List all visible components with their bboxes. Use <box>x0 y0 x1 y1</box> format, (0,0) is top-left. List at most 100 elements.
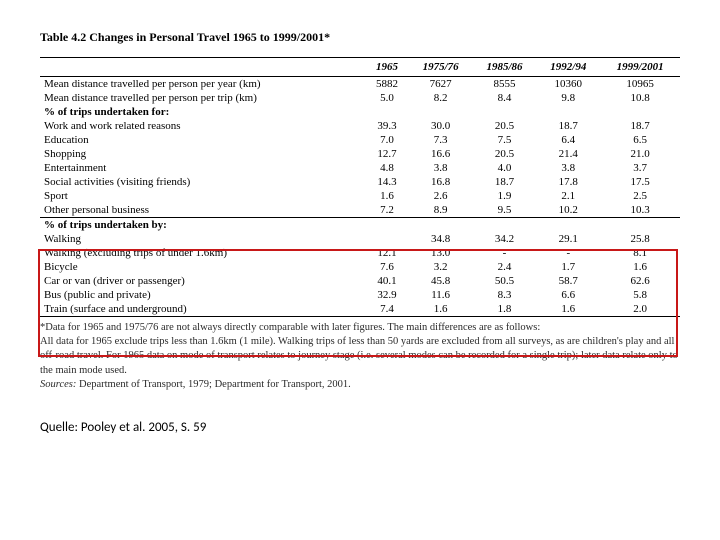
cell: 3.8 <box>409 161 473 175</box>
cell: 9.8 <box>536 91 600 105</box>
sources-text: Department of Transport, 1979; Departmen… <box>76 379 350 390</box>
cell: 29.1 <box>536 232 600 246</box>
cell: 6.5 <box>600 133 680 147</box>
row-label: Work and work related reasons <box>40 119 365 133</box>
cell: 1.6 <box>365 189 408 203</box>
cell: 7.6 <box>365 260 408 274</box>
cell: 4.0 <box>473 161 537 175</box>
cell: 11.6 <box>409 288 473 302</box>
cell: 7.3 <box>409 133 473 147</box>
table-row: Work and work related reasons39.330.020.… <box>40 119 680 133</box>
col-head: 1992/94 <box>536 58 600 77</box>
cell: 2.1 <box>536 189 600 203</box>
cell: 39.3 <box>365 119 408 133</box>
cell: 50.5 <box>473 274 537 288</box>
cell: 7627 <box>409 77 473 92</box>
section-head: % of trips undertaken for: <box>40 105 680 119</box>
row-label: Train (surface and underground) <box>40 302 365 317</box>
table-row: Shopping12.716.620.521.421.0 <box>40 147 680 161</box>
cell: 10965 <box>600 77 680 92</box>
table-row: Social activities (visiting friends)14.3… <box>40 175 680 189</box>
cell: 5.0 <box>365 91 408 105</box>
cell: 34.2 <box>473 232 537 246</box>
cell: 32.9 <box>365 288 408 302</box>
cell: 12.7 <box>365 147 408 161</box>
row-label: Walking (excluding trips of under 1.6km) <box>40 246 365 260</box>
cell: 3.7 <box>600 161 680 175</box>
cell: - <box>473 246 537 260</box>
cell: 21.0 <box>600 147 680 161</box>
row-label: Social activities (visiting friends) <box>40 175 365 189</box>
section-head: % of trips undertaken by: <box>40 218 680 233</box>
table-row: Other personal business7.28.99.510.210.3 <box>40 203 680 218</box>
data-table: 1965 1975/76 1985/86 1992/94 1999/2001 M… <box>40 57 680 317</box>
table-row: Walking (excluding trips of under 1.6km)… <box>40 246 680 260</box>
cell: 40.1 <box>365 274 408 288</box>
cell: 9.5 <box>473 203 537 218</box>
row-label: Bus (public and private) <box>40 288 365 302</box>
cell: 21.4 <box>536 147 600 161</box>
cell: 6.4 <box>536 133 600 147</box>
row-label: Shopping <box>40 147 365 161</box>
col-head: 1965 <box>365 58 408 77</box>
cell: 6.6 <box>536 288 600 302</box>
cell: 8.1 <box>600 246 680 260</box>
sources-label: Sources: <box>40 379 76 390</box>
cell: 17.8 <box>536 175 600 189</box>
row-label: Sport <box>40 189 365 203</box>
cell: 16.8 <box>409 175 473 189</box>
cell: 7.5 <box>473 133 537 147</box>
cell: 12.1 <box>365 246 408 260</box>
row-label: Mean distance travelled per person per t… <box>40 91 365 105</box>
cell: 10.3 <box>600 203 680 218</box>
col-head: 1985/86 <box>473 58 537 77</box>
row-label: Car or van (driver or passenger) <box>40 274 365 288</box>
cell: 17.5 <box>600 175 680 189</box>
cell: 20.5 <box>473 119 537 133</box>
footnote: *Data for 1965 and 1975/76 are not alway… <box>40 321 680 392</box>
table-row: Entertainment4.83.84.03.83.7 <box>40 161 680 175</box>
footnote-line: All data for 1965 exclude trips less tha… <box>40 336 678 375</box>
cell: 10.2 <box>536 203 600 218</box>
table-row: Train (surface and underground)7.41.61.8… <box>40 302 680 317</box>
row-label: Other personal business <box>40 203 365 218</box>
cell: 10360 <box>536 77 600 92</box>
cell: 16.6 <box>409 147 473 161</box>
table-row: Mean distance travelled per person per y… <box>40 77 680 92</box>
table-row: Education7.07.37.56.46.5 <box>40 133 680 147</box>
cell: 5.8 <box>600 288 680 302</box>
row-label: Entertainment <box>40 161 365 175</box>
cell: 25.8 <box>600 232 680 246</box>
cell: 62.6 <box>600 274 680 288</box>
footnote-line: *Data for 1965 and 1975/76 are not alway… <box>40 322 540 333</box>
cell: 2.0 <box>600 302 680 317</box>
cell: 1.9 <box>473 189 537 203</box>
row-label: Mean distance travelled per person per y… <box>40 77 365 92</box>
cell: 7.4 <box>365 302 408 317</box>
table-row: Mean distance travelled per person per t… <box>40 91 680 105</box>
cell: 30.0 <box>409 119 473 133</box>
cell: 34.8 <box>409 232 473 246</box>
cell: 4.8 <box>365 161 408 175</box>
cell <box>365 232 408 246</box>
cell: 8.9 <box>409 203 473 218</box>
table-row: Walking34.834.229.125.8 <box>40 232 680 246</box>
cell: 8.4 <box>473 91 537 105</box>
cell: 18.7 <box>600 119 680 133</box>
section-label: % of trips undertaken by: <box>40 218 680 233</box>
cell: 45.8 <box>409 274 473 288</box>
cell: 7.2 <box>365 203 408 218</box>
cell: 1.8 <box>473 302 537 317</box>
col-head: 1999/2001 <box>600 58 680 77</box>
cell: 2.6 <box>409 189 473 203</box>
cell: 58.7 <box>536 274 600 288</box>
col-head: 1975/76 <box>409 58 473 77</box>
cell: 3.8 <box>536 161 600 175</box>
cell: 8.2 <box>409 91 473 105</box>
cell: 1.6 <box>600 260 680 274</box>
citation: Quelle: Pooley et al. 2005, S. 59 <box>40 420 680 435</box>
row-label: Education <box>40 133 365 147</box>
cell: 5882 <box>365 77 408 92</box>
cell: 18.7 <box>536 119 600 133</box>
cell: 13.0 <box>409 246 473 260</box>
